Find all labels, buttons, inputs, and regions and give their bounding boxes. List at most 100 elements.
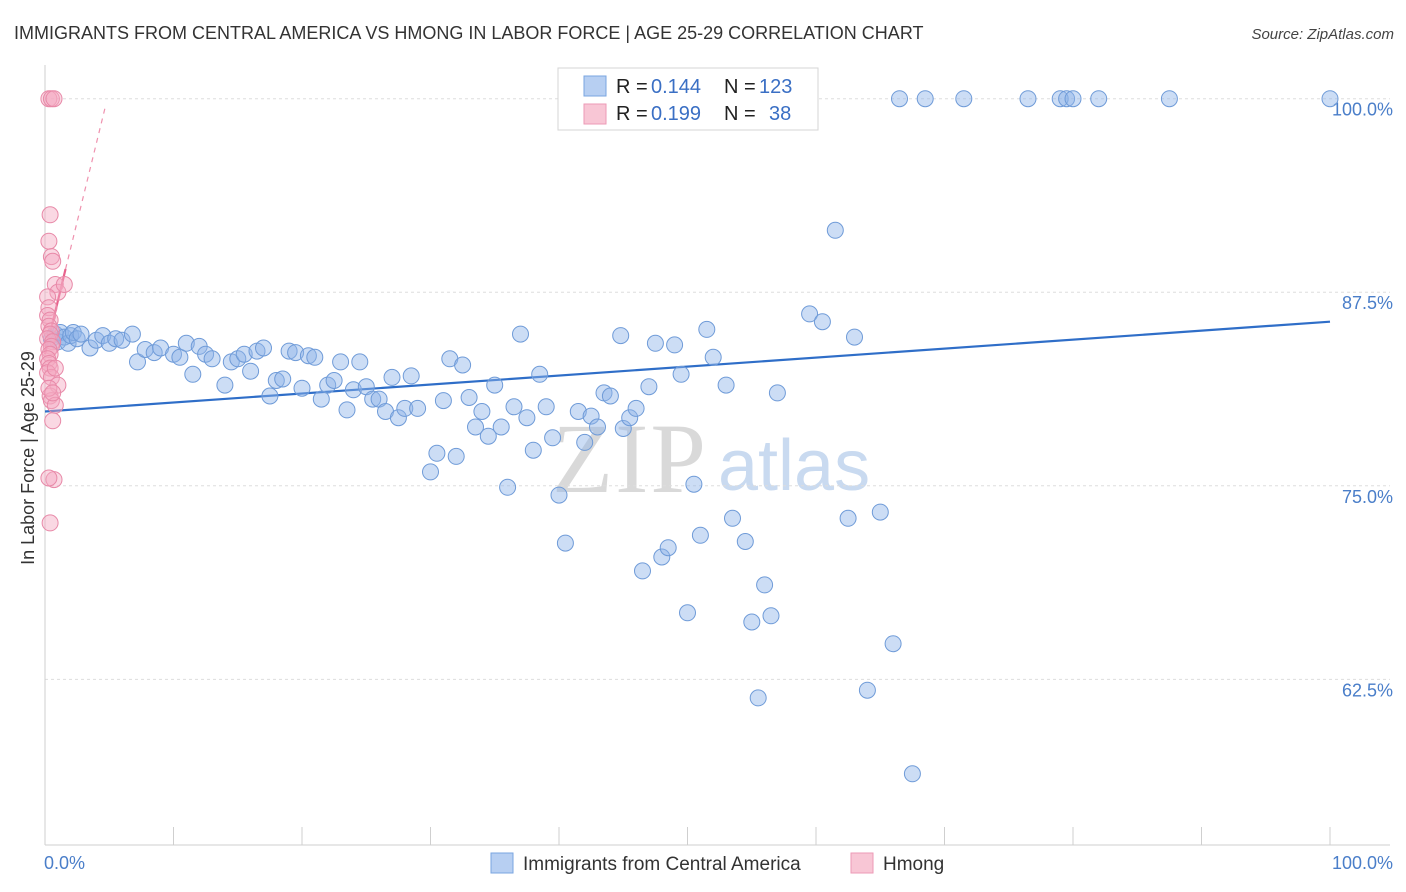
point-immigrants-88 xyxy=(614,420,632,437)
point-immigrants-70 xyxy=(492,418,510,436)
gridlines xyxy=(45,98,1390,680)
point-immigrants-87 xyxy=(612,327,630,345)
point-immigrants-36 xyxy=(267,372,285,389)
point-immigrants-92 xyxy=(640,378,658,396)
point-immigrants-71 xyxy=(499,478,517,496)
point-hmong-9 xyxy=(55,276,73,293)
point-immigrants-67 xyxy=(473,403,491,420)
point-immigrants-109 xyxy=(762,607,780,625)
chart-title: IMMIGRANTS FROM CENTRAL AMERICA VS HMONG… xyxy=(14,23,923,43)
point-immigrants-129 xyxy=(1160,90,1178,108)
stats-legend-r-label-1: R = xyxy=(616,76,648,98)
point-immigrants-43 xyxy=(312,390,330,408)
point-hmong-10 xyxy=(39,288,57,306)
point-hmong-35 xyxy=(41,514,59,532)
point-immigrants-98 xyxy=(679,604,696,622)
point-hmong-6 xyxy=(44,252,62,270)
x-tick-labels: 0.0% 100.0% xyxy=(44,853,1393,873)
point-immigrants-68 xyxy=(479,427,497,445)
point-immigrants-105 xyxy=(736,533,754,550)
watermark-atlas: atlas xyxy=(718,426,870,506)
trend-line-hmong xyxy=(43,268,67,355)
point-immigrants-121 xyxy=(903,765,921,783)
point-immigrants-45 xyxy=(325,372,343,389)
point-immigrants-104 xyxy=(724,509,741,527)
point-immigrants-74 xyxy=(518,409,536,427)
series-hmong xyxy=(39,90,73,532)
point-immigrants-120 xyxy=(891,90,908,108)
stats-legend-swatch-hmong xyxy=(583,103,607,125)
point-immigrants-95 xyxy=(659,539,677,557)
point-immigrants-34 xyxy=(255,339,272,357)
point-immigrants-16 xyxy=(123,325,141,343)
point-immigrants-57 xyxy=(402,367,420,385)
point-immigrants-65 xyxy=(460,389,478,406)
point-immigrants-73 xyxy=(512,325,529,343)
point-immigrants-79 xyxy=(550,486,568,504)
point-immigrants-128 xyxy=(1090,90,1108,108)
trend-line-hmong-extension xyxy=(64,106,106,270)
point-immigrants-94 xyxy=(653,548,671,566)
trend-lines xyxy=(43,106,1331,413)
point-immigrants-112 xyxy=(801,305,819,323)
point-hmong-32 xyxy=(44,412,62,430)
point-immigrants-114 xyxy=(826,221,844,239)
point-immigrants-119 xyxy=(884,635,902,653)
point-immigrants-55 xyxy=(389,409,407,427)
point-immigrants-56 xyxy=(396,399,414,417)
stats-legend: R = 0.144 N = 123 R = 0.199 N = 38 xyxy=(557,67,819,131)
trend-line-immigrants xyxy=(44,320,1331,413)
point-immigrants-125 xyxy=(1051,90,1069,108)
point-immigrants-59 xyxy=(422,463,439,481)
point-immigrants-78 xyxy=(544,429,562,447)
point-immigrants-41 xyxy=(299,347,317,365)
point-immigrants-69 xyxy=(486,376,504,394)
bottom-legend-label-hmong: Hmong xyxy=(883,854,944,875)
point-immigrants-54 xyxy=(383,368,401,386)
point-immigrants-40 xyxy=(293,379,311,397)
stats-legend-r-value-1: 0.144 xyxy=(651,76,701,98)
point-immigrants-127 xyxy=(1064,90,1082,108)
point-immigrants-77 xyxy=(537,398,555,416)
point-hmong-3 xyxy=(41,206,59,224)
point-immigrants-103 xyxy=(717,376,735,394)
bottom-legend: Immigrants from Central America Hmong xyxy=(490,852,944,875)
point-immigrants-60 xyxy=(428,444,446,462)
point-immigrants-107 xyxy=(749,689,767,707)
point-immigrants-110 xyxy=(768,384,786,402)
point-immigrants-83 xyxy=(582,407,600,425)
point-immigrants-91 xyxy=(634,562,651,580)
point-immigrants-31 xyxy=(235,345,253,363)
point-immigrants-37 xyxy=(274,370,292,388)
point-immigrants-130 xyxy=(1321,90,1339,108)
point-immigrants-49 xyxy=(351,353,369,371)
bottom-legend-swatch-immigrants xyxy=(490,852,514,874)
y-axis-label: In Labor Force | Age 25-29 xyxy=(18,351,38,565)
point-immigrants-108 xyxy=(756,576,774,594)
bottom-legend-label-immigrants: Immigrants from Central America xyxy=(523,854,801,875)
point-immigrants-76 xyxy=(531,365,549,383)
point-immigrants-66 xyxy=(467,418,484,436)
point-immigrants-17 xyxy=(129,353,146,371)
axes xyxy=(44,65,1390,846)
point-immigrants-48 xyxy=(344,381,362,399)
point-hmong-4 xyxy=(40,232,58,250)
point-immigrants-118 xyxy=(871,503,889,521)
y-tick-label-1: 75.0% xyxy=(1342,487,1393,507)
point-immigrants-27 xyxy=(203,350,221,368)
point-immigrants-126 xyxy=(1058,90,1076,108)
y-tick-labels: 62.5% 75.0% 87.5% 100.0% xyxy=(1332,100,1393,701)
point-immigrants-51 xyxy=(364,390,382,408)
point-immigrants-47 xyxy=(338,401,356,419)
watermark-zip: ZIP xyxy=(552,403,708,514)
stats-legend-n-label-2: N = xyxy=(724,103,756,125)
point-immigrants-35 xyxy=(261,387,279,405)
point-immigrants-97 xyxy=(672,365,690,383)
point-immigrants-15 xyxy=(113,331,131,349)
point-immigrants-115 xyxy=(839,509,857,527)
point-immigrants-64 xyxy=(454,356,472,374)
point-immigrants-46 xyxy=(332,353,350,371)
point-immigrants-106 xyxy=(743,613,761,631)
point-immigrants-113 xyxy=(813,313,831,331)
point-immigrants-61 xyxy=(434,392,452,410)
